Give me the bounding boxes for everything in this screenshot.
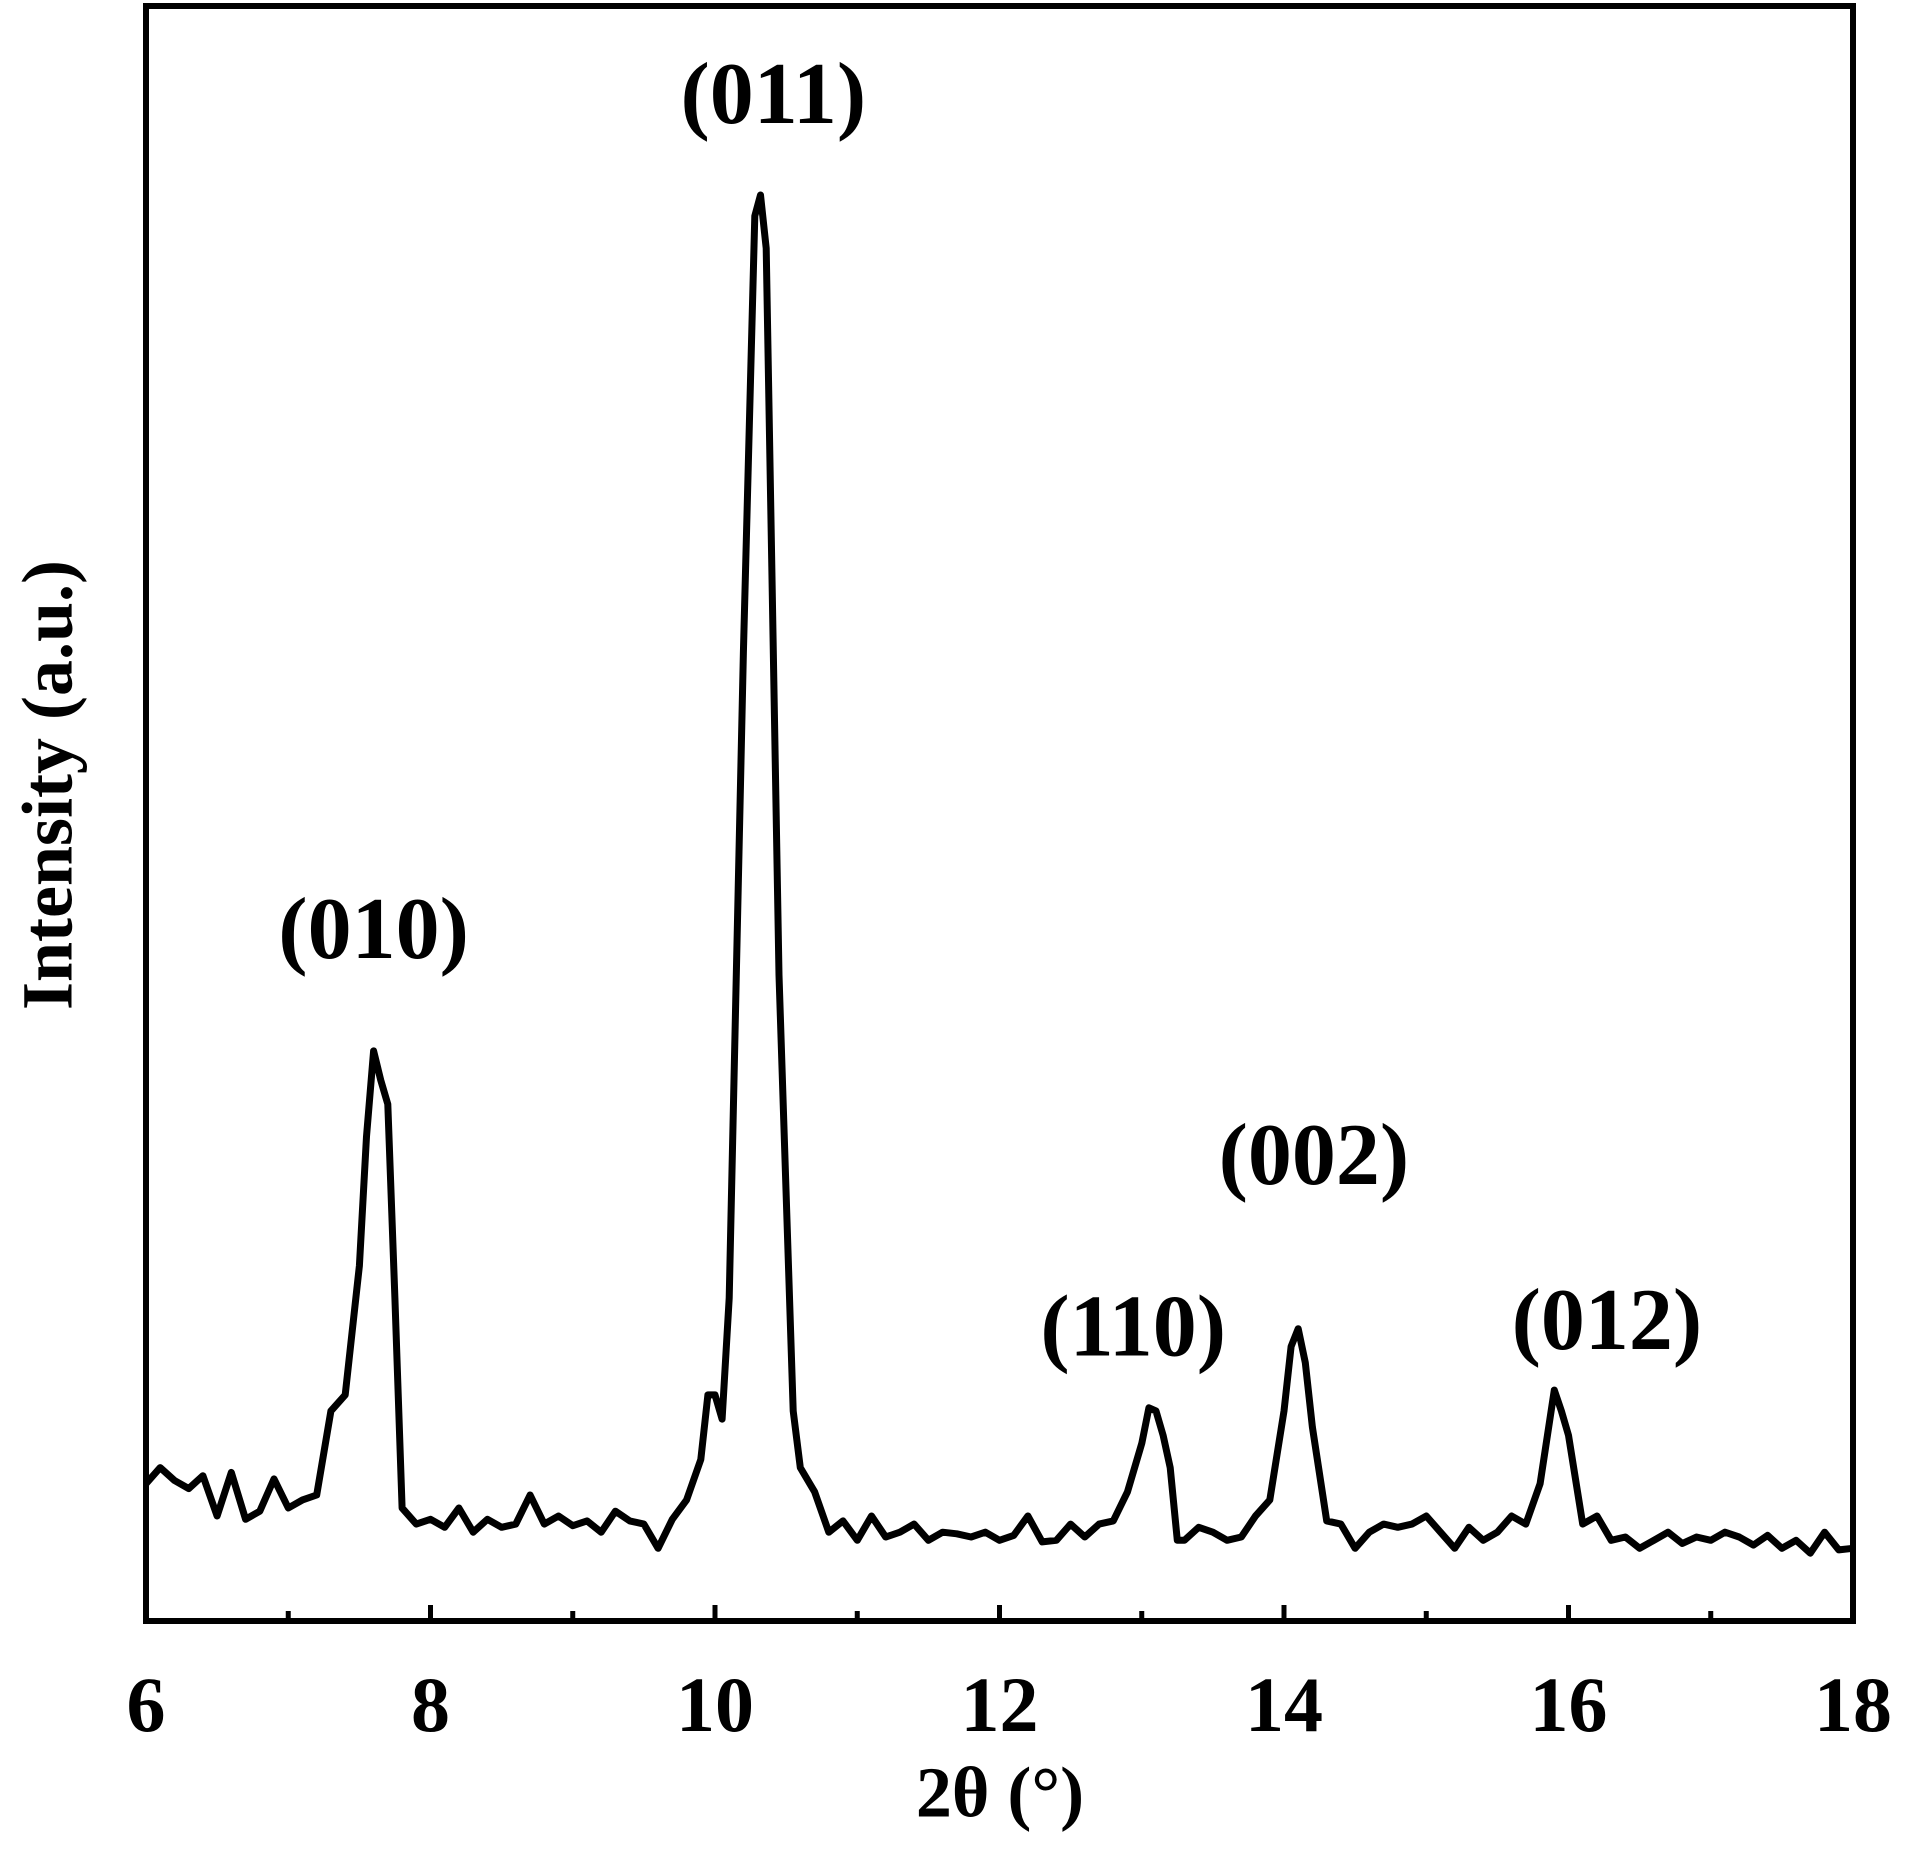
x-tick-label: 6 xyxy=(127,1661,166,1748)
x-tick-label: 10 xyxy=(676,1661,754,1748)
data-line xyxy=(143,191,1854,1557)
x-tick-label: 14 xyxy=(1245,1661,1323,1748)
y-axis-label: Intensity (a.u.) xyxy=(8,560,88,1010)
x-tick-label: 12 xyxy=(961,1661,1039,1748)
x-tick-label: 16 xyxy=(1530,1661,1608,1748)
plot-frame xyxy=(143,3,1856,1624)
x-axis-label: 2θ (°) xyxy=(916,1753,1084,1833)
peak-annotation: (012) xyxy=(1512,1272,1703,1369)
peak-annotation: (110) xyxy=(1040,1278,1226,1375)
x-tick-label: 18 xyxy=(1814,1661,1892,1748)
peak-annotation: (002) xyxy=(1219,1107,1410,1204)
peak-annotation: (010) xyxy=(278,881,469,978)
x-tick-label: 8 xyxy=(411,1661,450,1748)
peak-annotation: (011) xyxy=(680,46,866,143)
